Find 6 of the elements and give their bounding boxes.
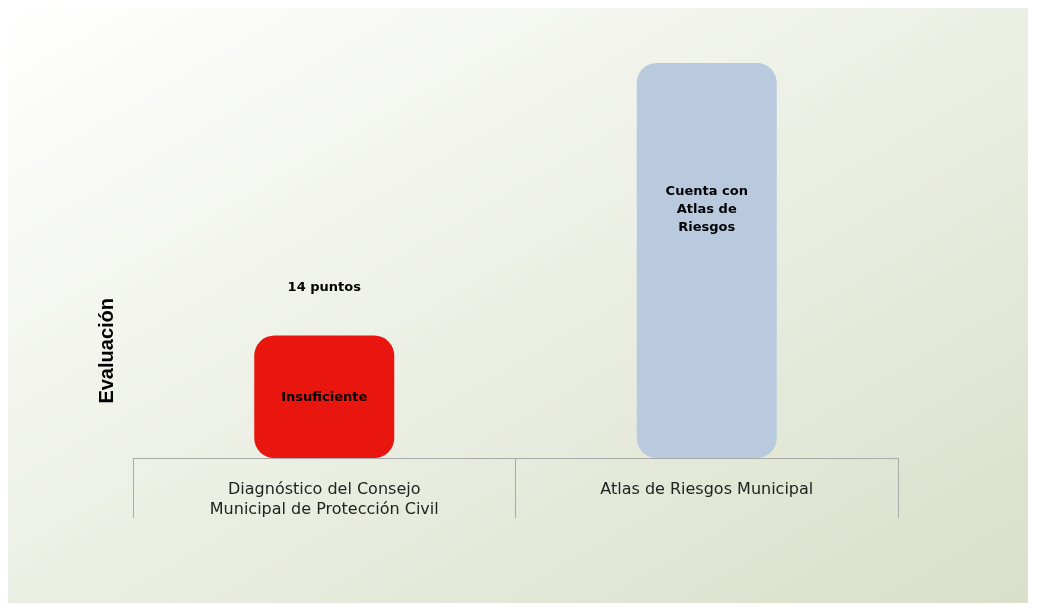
annotation: 14 puntos [287, 279, 362, 295]
annotation: Cuenta con Atlas de Riesgos [665, 183, 748, 234]
x-tick-label: Diagnóstico del Consejo Municipal de Protección Civil [209, 478, 439, 518]
y-axis-title: Evaluación [95, 297, 117, 404]
x-tick-label: Atlas de Riesgos Municipal [600, 478, 814, 498]
annotation: Insuficiente [281, 389, 368, 405]
